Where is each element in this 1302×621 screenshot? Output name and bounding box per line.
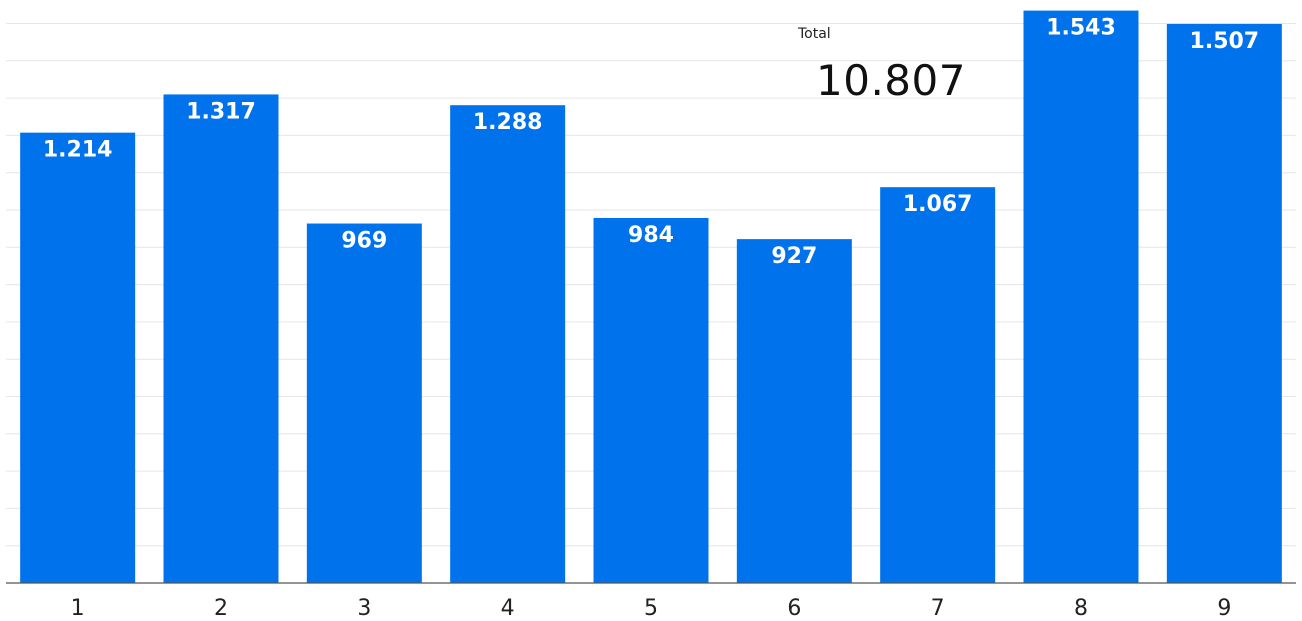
bar	[306, 223, 422, 583]
bar-value-label: 984	[628, 223, 674, 248]
bar	[163, 94, 279, 583]
x-tick-label: 8	[1074, 596, 1088, 621]
bar-value-label: 1.067	[903, 192, 973, 217]
x-tick-label: 1	[71, 596, 85, 621]
bars	[20, 10, 1282, 584]
bar-value-label: 1.214	[43, 138, 113, 163]
bar	[450, 105, 566, 584]
scorecard-label: Total	[798, 26, 831, 42]
bar-value-labels: 1.214 1.317 969 1.288 984 927 1.067 1.543 1.507	[43, 16, 1259, 270]
bar-value-label: 927	[771, 244, 817, 269]
bar-value-label: 1.288	[473, 110, 543, 135]
x-tick-label: 5	[644, 596, 658, 621]
scorecard-value: 10.807	[816, 56, 966, 105]
bar	[736, 239, 852, 583]
bar	[880, 187, 996, 583]
total-scorecard: Total 10.807	[790, 26, 966, 105]
x-axis-tick-labels: 1 2 3 4 5 6 7 8 9	[71, 596, 1232, 621]
bar	[1166, 23, 1282, 584]
bar-value-label: 1.543	[1046, 16, 1116, 41]
bar-value-label: 969	[341, 229, 387, 254]
bar-value-label: 1.507	[1190, 29, 1260, 54]
x-tick-label: 6	[787, 596, 801, 621]
x-tick-label: 7	[931, 596, 945, 621]
bar	[1023, 10, 1139, 583]
x-tick-label: 2	[214, 596, 228, 621]
bar	[20, 132, 136, 584]
bar	[593, 217, 709, 583]
x-tick-label: 9	[1217, 596, 1231, 621]
x-tick-label: 4	[501, 596, 515, 621]
bar-value-label: 1.317	[186, 99, 256, 124]
x-tick-label: 3	[357, 596, 371, 621]
